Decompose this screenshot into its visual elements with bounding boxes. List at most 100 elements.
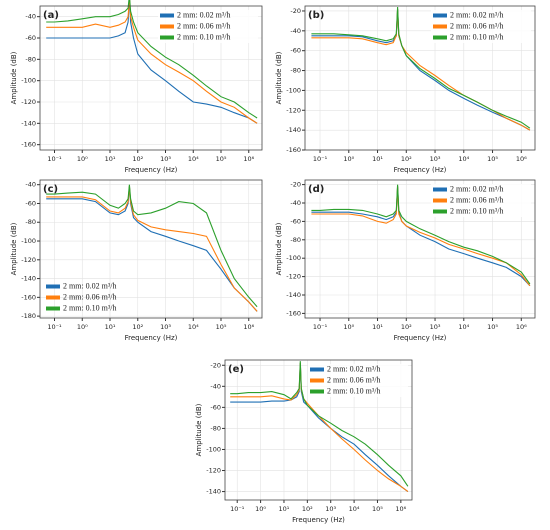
- y-tick-label: -100: [21, 77, 36, 85]
- legend-label: 2 mm: 0.02 m³/h: [450, 184, 504, 193]
- legend-label: 2 mm: 0.06 m³/h: [177, 21, 231, 30]
- y-tick-label: -80: [210, 424, 221, 432]
- y-tick-label: -140: [206, 488, 221, 496]
- series-line: [46, 186, 258, 312]
- panel-label: (b): [308, 10, 324, 21]
- legend-swatch: [433, 187, 447, 192]
- x-tick-label: 10⁴: [458, 155, 469, 163]
- plot-frame: [304, 179, 536, 319]
- y-axis-label: Amplitude (dB): [275, 51, 283, 104]
- x-tick-label: 10⁻¹: [47, 155, 62, 163]
- x-tick-label: 10³: [430, 323, 441, 331]
- x-tick-label: 10⁶: [516, 155, 527, 163]
- y-tick-label: -80: [290, 236, 301, 244]
- legend-swatch: [160, 24, 174, 29]
- legend-swatch: [433, 198, 447, 203]
- y-tick-label: -60: [290, 47, 301, 55]
- legend-swatch: [160, 35, 174, 40]
- x-tick-label: 10²: [132, 155, 143, 163]
- y-tick-label: -120: [286, 273, 301, 281]
- y-tick-label: -140: [21, 119, 36, 127]
- y-tick-label: -100: [206, 445, 221, 453]
- legend-label: 2 mm: 0.06 m³/h: [450, 195, 504, 204]
- y-tick-label: -140: [286, 126, 301, 134]
- y-tick-label: -120: [21, 256, 36, 264]
- x-tick-label: 10⁻¹: [230, 505, 245, 513]
- y-tick-label: -60: [25, 34, 36, 42]
- x-tick-label: 10⁶: [395, 505, 406, 513]
- x-axis-label: Frequency (Hz): [125, 166, 178, 174]
- panel-label: (c): [43, 184, 58, 195]
- y-tick-label: -160: [286, 309, 301, 317]
- y-tick-label: -40: [25, 181, 36, 189]
- plot-frame: [39, 5, 263, 151]
- y-tick-label: -80: [25, 55, 36, 63]
- y-axis-label: Amplitude (dB): [10, 51, 18, 104]
- x-tick-label: 10⁵: [487, 323, 498, 331]
- x-tick-label: 10²: [401, 323, 412, 331]
- legend-label: 2 mm: 0.10 m³/h: [450, 32, 504, 41]
- x-tick-label: 10⁶: [243, 155, 254, 163]
- x-tick-label: 10⁰: [343, 323, 354, 331]
- legend-swatch: [433, 13, 447, 18]
- x-axis-label: Frequency (Hz): [394, 334, 447, 342]
- x-tick-label: 10²: [302, 505, 313, 513]
- x-tick-label: 10³: [325, 505, 336, 513]
- y-axis-label: Amplitude (dB): [195, 403, 203, 456]
- x-axis-label: Frequency (Hz): [292, 516, 345, 524]
- y-tick-label: -180: [21, 312, 36, 320]
- panel-label: (e): [228, 364, 244, 375]
- legend-swatch: [310, 389, 324, 394]
- x-tick-label: 10³: [430, 155, 441, 163]
- plot-frame: [224, 359, 413, 501]
- legend-swatch: [46, 306, 60, 311]
- plot-frame: [39, 179, 263, 319]
- y-tick-label: -160: [286, 146, 301, 154]
- legend-label: 2 mm: 0.10 m³/h: [327, 386, 381, 395]
- x-tick-label: 10¹: [105, 155, 116, 163]
- x-tick-label: 10²: [401, 155, 412, 163]
- x-axis-label: Frequency (Hz): [125, 334, 178, 342]
- y-tick-label: -80: [290, 67, 301, 75]
- legend-label: 2 mm: 0.10 m³/h: [177, 32, 231, 41]
- legend-swatch: [160, 13, 174, 18]
- x-tick-label: 10⁴: [349, 505, 360, 513]
- series-line: [46, 0, 258, 124]
- legend-swatch: [433, 209, 447, 214]
- y-tick-label: -40: [290, 199, 301, 207]
- series-line: [46, 0, 258, 124]
- legend-swatch: [310, 378, 324, 383]
- x-tick-label: 10²: [132, 323, 143, 331]
- x-tick-label: 10⁵: [372, 505, 383, 513]
- series-line: [311, 6, 531, 129]
- y-tick-label: -140: [21, 275, 36, 283]
- x-tick-label: 10¹: [279, 505, 290, 513]
- y-tick-label: -20: [210, 361, 221, 369]
- legend-swatch: [310, 367, 324, 372]
- y-tick-label: -40: [25, 13, 36, 21]
- series-line: [46, 0, 258, 119]
- x-tick-label: 10⁶: [516, 323, 527, 331]
- x-tick-label: 10⁻¹: [313, 323, 328, 331]
- legend-swatch: [46, 284, 60, 289]
- panel: 10⁻¹ 10⁰ 10¹ 10² 10³ 10⁴ 10⁵ 10⁶ -160 -140 -120 -10…: [275, 5, 536, 174]
- panel: 10⁻¹ 10⁰ 10¹ 10² 10³ 10⁴ 10⁵ 10⁶ -180 -160 -140 -12…: [10, 179, 263, 342]
- x-tick-label: 10⁵: [216, 323, 227, 331]
- y-tick-label: -120: [286, 106, 301, 114]
- legend-swatch: [46, 295, 60, 300]
- y-tick-label: -120: [206, 467, 221, 475]
- legend-label: 2 mm: 0.10 m³/h: [63, 303, 117, 312]
- legend-label: 2 mm: 0.06 m³/h: [450, 21, 504, 30]
- series-line: [46, 184, 258, 308]
- series-line: [230, 363, 409, 493]
- legend-label: 2 mm: 0.02 m³/h: [177, 10, 231, 19]
- panel-label: (a): [43, 10, 59, 21]
- legend-box: [431, 10, 531, 43]
- y-axis-label: Amplitude (dB): [275, 222, 283, 275]
- x-tick-label: 10⁴: [188, 155, 199, 163]
- x-tick-label: 10³: [160, 155, 171, 163]
- panel: 10⁻¹ 10⁰ 10¹ 10² 10³ 10⁴ 10⁵ 10⁶ -160 -140 -120 -10…: [10, 0, 263, 174]
- y-tick-label: -160: [21, 141, 36, 149]
- x-tick-label: 10⁻¹: [47, 323, 62, 331]
- y-tick-label: -20: [290, 181, 301, 189]
